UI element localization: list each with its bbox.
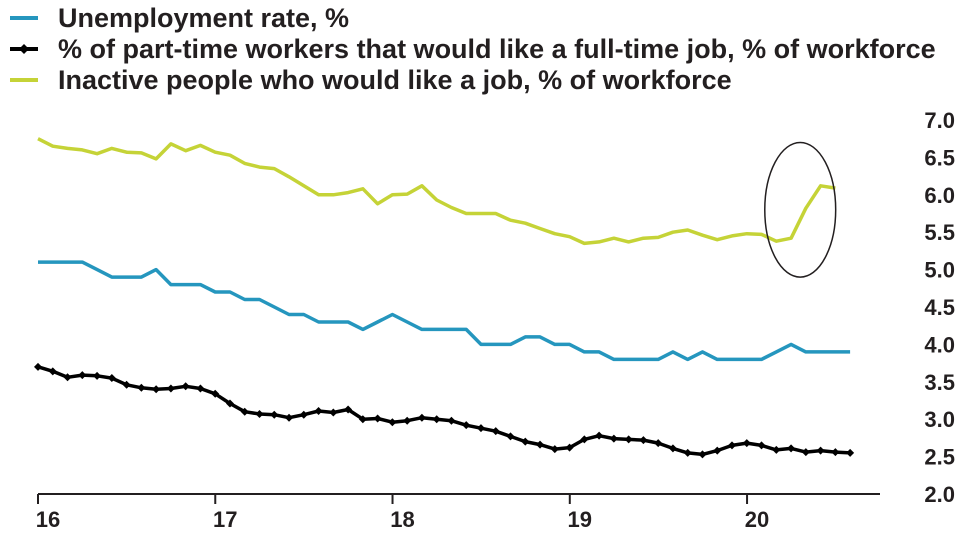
data-point: [462, 421, 471, 430]
series-line: [37, 137, 836, 246]
data-point: [388, 418, 397, 427]
data-point: [122, 380, 131, 389]
data-point: [713, 446, 722, 455]
data-point: [447, 416, 456, 425]
data-point: [506, 432, 515, 441]
legend-label: % of part-time workers that would like a…: [58, 34, 936, 64]
data-point: [609, 434, 618, 443]
data-point: [787, 444, 796, 453]
data-point: [565, 443, 574, 452]
y-tick-label: 5.5: [924, 220, 955, 245]
data-point: [550, 445, 559, 454]
data-point: [639, 436, 648, 445]
data-point: [801, 448, 810, 457]
data-point: [299, 410, 308, 419]
y-tick-label: 7.0: [924, 108, 955, 133]
legend-label: Unemployment rate, %: [58, 3, 349, 33]
highlight-ellipse: [764, 141, 837, 278]
legend-item-2: % of part-time workers that would like a…: [10, 34, 936, 64]
x-tick-label: 18: [390, 507, 414, 532]
data-point: [48, 367, 57, 376]
data-point: [93, 371, 102, 380]
y-tick-label: 4.0: [924, 332, 955, 357]
data-point: [595, 431, 604, 440]
data-point: [580, 435, 589, 444]
y-tick-label: 5.0: [924, 258, 955, 283]
series-1: [38, 260, 851, 362]
data-point: [846, 448, 855, 457]
data-point: [211, 389, 220, 398]
y-tick-label: 3.5: [924, 370, 955, 395]
data-point: [403, 416, 412, 425]
y-tick-label: 6.5: [924, 145, 955, 170]
y-tick-label: 2.0: [924, 482, 955, 507]
data-point: [831, 448, 840, 457]
y-tick-label: 2.5: [924, 445, 955, 470]
y-tick-label: 6.0: [924, 183, 955, 208]
data-point: [314, 406, 323, 415]
series-line: [38, 260, 851, 362]
data-point: [536, 440, 545, 449]
y-tick-label: 3.0: [924, 407, 955, 432]
legend-marker: [19, 44, 29, 54]
data-point: [742, 439, 751, 448]
data-point: [137, 383, 146, 392]
data-point: [432, 415, 441, 424]
series-2: [34, 362, 855, 459]
data-point: [358, 415, 367, 424]
legend-item-3: Inactive people who would like a job, % …: [10, 65, 732, 95]
data-point: [196, 384, 205, 393]
data-point: [624, 435, 633, 444]
plot-area: [34, 137, 855, 459]
series-3: [37, 137, 836, 246]
legend-item-1: Unemployment rate, %: [10, 3, 349, 33]
x-tick-label: 16: [36, 507, 60, 532]
data-point: [683, 448, 692, 457]
data-point: [476, 424, 485, 433]
chart-axes: 16 17 18 19 20 2.0 2.5 3.0 3.5 4.0 4.5 5.0 5.5 6.0 6.5…: [36, 108, 955, 532]
chart-legend: Unemployment rate, %% of part-time worke…: [10, 3, 936, 95]
data-point: [654, 439, 663, 448]
legend-label: Inactive people who would like a job, % …: [58, 65, 732, 95]
x-tick-label: 20: [745, 507, 769, 532]
data-point: [373, 414, 382, 423]
data-point: [63, 373, 72, 382]
data-point: [816, 446, 825, 455]
data-point: [698, 450, 707, 459]
y-tick-label: 4.5: [924, 295, 955, 320]
data-point: [240, 407, 249, 416]
data-point: [152, 385, 161, 394]
data-point: [78, 371, 87, 380]
x-tick-label: 17: [213, 507, 237, 532]
data-point: [181, 382, 190, 391]
data-point: [107, 374, 116, 383]
data-point: [772, 445, 781, 454]
data-point: [344, 405, 353, 414]
data-point: [668, 444, 677, 453]
data-point: [285, 413, 294, 422]
data-point: [417, 413, 426, 422]
data-point: [491, 427, 500, 436]
data-point: [728, 441, 737, 450]
data-point: [225, 399, 234, 408]
data-point: [329, 408, 338, 417]
series-line: [37, 365, 851, 457]
x-tick-label: 19: [568, 507, 592, 532]
data-point: [34, 362, 42, 371]
data-point: [757, 441, 766, 450]
data-point: [270, 410, 279, 419]
data-point: [255, 409, 264, 418]
data-point: [521, 437, 530, 446]
data-point: [166, 384, 175, 393]
